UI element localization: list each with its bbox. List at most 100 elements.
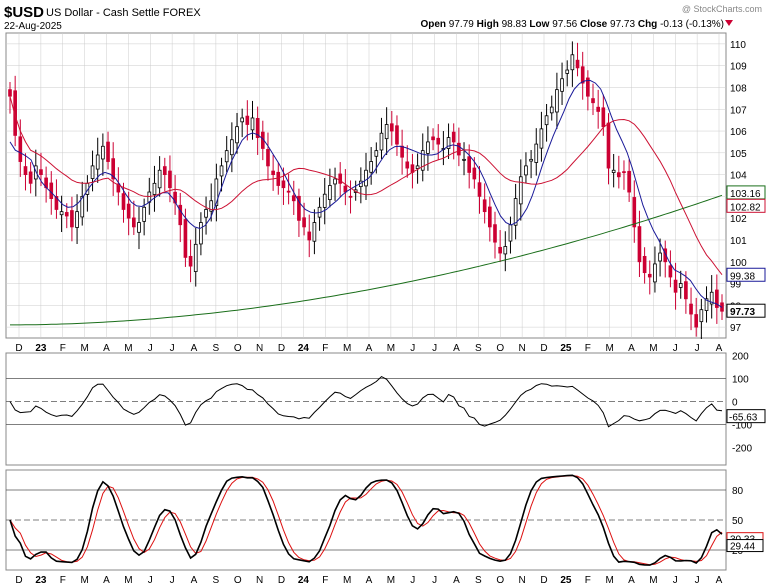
cci-panel: -200 -100 0 100 200 -65.63: [5, 351, 766, 466]
x-tick-label: F: [585, 343, 591, 354]
candle: [591, 83, 595, 116]
candle: [157, 156, 162, 197]
candle: [70, 196, 74, 242]
price-tick-label: 100: [730, 258, 747, 269]
candle: [379, 117, 384, 159]
candle: [616, 155, 621, 189]
cci-tick-label: 200: [732, 351, 749, 362]
x-tick-label: A: [191, 343, 198, 354]
candle: [162, 157, 167, 192]
candle: [611, 153, 616, 188]
price-tick-label: 97: [730, 323, 742, 334]
ma-green-value: 103.16: [730, 189, 761, 200]
x-tick-label: A: [191, 575, 198, 586]
x-tick-label: O: [496, 575, 504, 586]
x-tick-label: N: [519, 575, 526, 586]
candle: [106, 131, 110, 170]
candle: [482, 183, 487, 224]
candle: [90, 150, 95, 192]
x-tick-label: 24: [298, 575, 310, 586]
candle: [333, 167, 337, 201]
price-tick-label: 105: [730, 149, 747, 160]
candle: [580, 51, 585, 100]
x-axis-bottom: D 23 F M A M J J A S O N D 24 F M A M J J A S O N D 25 F M A M J J A: [15, 575, 722, 586]
stoch-k-value: 29.44: [730, 542, 755, 553]
candle: [709, 275, 714, 319]
candle: [684, 271, 688, 314]
x-tick-label: A: [628, 575, 635, 586]
last-close-tag-box: [726, 303, 766, 318]
x-tick-label: N: [256, 575, 263, 586]
candle: [715, 274, 719, 324]
candle: [80, 181, 85, 226]
candle: [658, 238, 662, 277]
candle: [28, 162, 33, 194]
candle: [555, 72, 559, 129]
ohlc-readout: Open 97.79 High 98.83 Low 97.56 Close 97…: [420, 19, 724, 30]
x-tick-label: A: [366, 575, 373, 586]
candle: [116, 167, 121, 206]
candle: [307, 214, 312, 258]
stoch-d-line: [9, 475, 723, 566]
candle: [286, 173, 291, 205]
price-tick-label: 106: [730, 127, 747, 138]
candle: [668, 250, 673, 288]
candle: [276, 162, 281, 195]
x-tick-label: J: [432, 575, 437, 586]
price-tick-label: 104: [730, 171, 747, 182]
x-tick-label: F: [322, 343, 328, 354]
ma-red-value: 102.82: [730, 202, 761, 213]
x-tick-label: M: [387, 343, 395, 354]
x-tick-label: D: [278, 575, 285, 586]
ma-blue-value-box: [726, 267, 766, 282]
candle: [322, 177, 327, 225]
candle: [13, 75, 17, 147]
last-close-tag: 97.73: [730, 307, 755, 318]
x-tick-label: D: [278, 343, 285, 354]
candle: [369, 147, 373, 185]
candle: [142, 198, 146, 236]
candle: [348, 180, 353, 214]
candle: [255, 106, 260, 155]
x-tick-label: A: [103, 575, 110, 586]
candle: [199, 212, 203, 256]
price-tick-label: 107: [730, 105, 747, 116]
x-tick-label: J: [170, 575, 175, 586]
cci-frame: [5, 352, 727, 466]
candle: [137, 206, 141, 250]
x-tick-label: J: [695, 575, 700, 586]
candle: [637, 210, 642, 278]
chart-date: 22-Aug-2025: [4, 21, 62, 32]
candle: [364, 152, 368, 201]
price-tick-label: 101: [730, 236, 747, 247]
candle: [647, 260, 652, 295]
x-tick-label: M: [124, 575, 132, 586]
candle: [59, 195, 64, 233]
candle: [101, 133, 105, 176]
price-tick-label: 109: [730, 62, 747, 73]
candle: [694, 297, 699, 337]
x-tick-label: M: [649, 343, 657, 354]
x-tick-label: A: [453, 575, 460, 586]
candle: [224, 136, 229, 173]
candle: [389, 110, 394, 146]
cci-last-box: [726, 409, 766, 424]
x-tick-label: D: [15, 343, 22, 354]
x-axis-price: D 23 F M A M J J A S O N D 24 F M A M J J A S O N D 25 F M A M J J A: [15, 343, 722, 354]
candle: [699, 298, 704, 340]
cci-tick-label: 0: [732, 397, 738, 408]
x-tick-label: M: [343, 575, 351, 586]
cci-last-value: -65.63: [729, 413, 758, 424]
x-tick-label: J: [148, 343, 153, 354]
candle: [627, 159, 631, 202]
price-tick-label: 99: [730, 280, 742, 291]
candle: [477, 166, 482, 214]
candle: [152, 165, 157, 212]
symbol-name: US Dollar - Cash Settle FOREX: [46, 7, 201, 19]
candle: [534, 128, 539, 176]
candle: [400, 129, 404, 175]
candle: [235, 112, 239, 154]
candle: [488, 196, 492, 242]
x-tick-label: M: [80, 343, 88, 354]
x-tick-label: J: [410, 575, 415, 586]
